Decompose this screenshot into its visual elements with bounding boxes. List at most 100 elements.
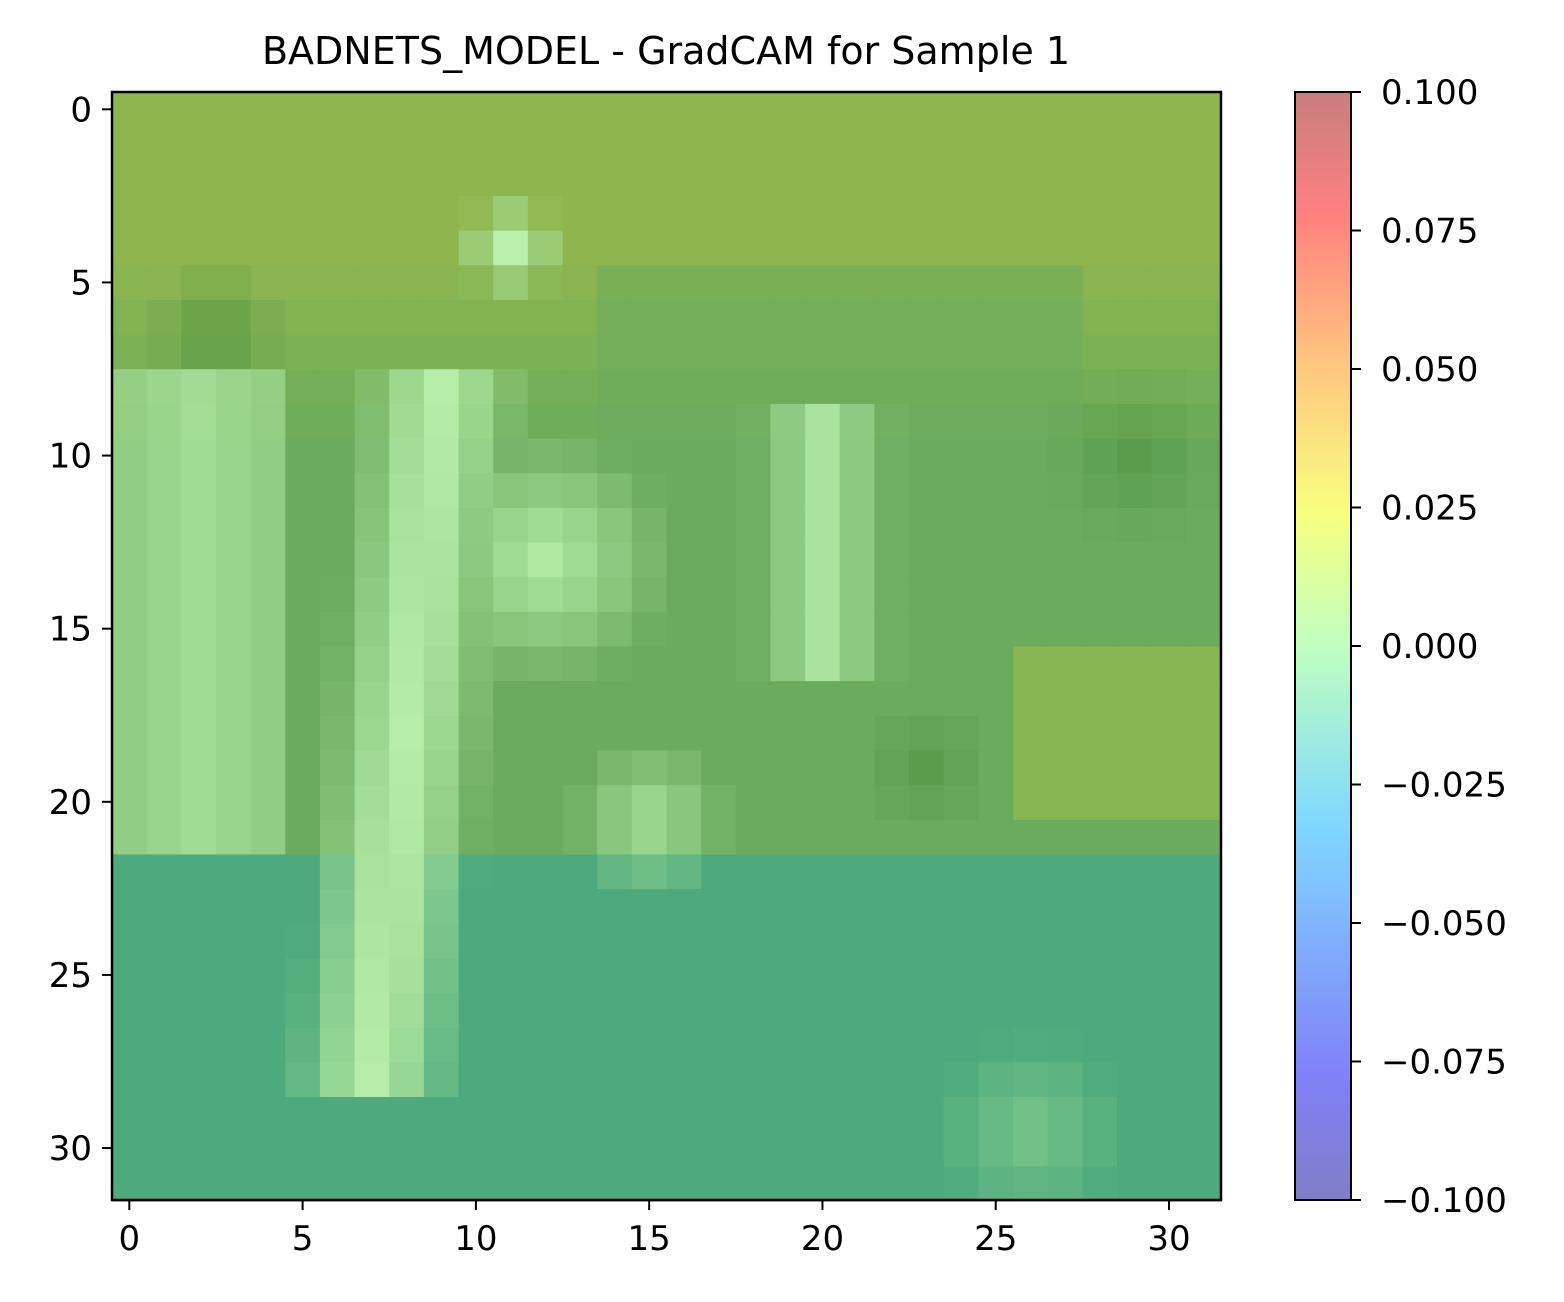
heatmap-cell [1047, 923, 1083, 960]
heatmap-cell [181, 92, 217, 128]
heatmap-cell [493, 854, 529, 890]
heatmap-cell [1117, 577, 1153, 613]
heatmap-cell [250, 473, 286, 509]
heatmap-cell [631, 1062, 668, 1098]
heatmap-cell [493, 646, 529, 682]
heatmap-cell [423, 473, 460, 509]
heatmap-cell [1047, 1027, 1083, 1063]
heatmap-cell [181, 889, 217, 925]
heatmap-cell [423, 403, 460, 440]
heatmap-cell [389, 785, 425, 821]
heatmap-cell [285, 923, 321, 960]
heatmap-cell [839, 993, 876, 1029]
heatmap-cell [112, 889, 148, 925]
heatmap-cell [631, 126, 668, 162]
heatmap-cell [389, 681, 425, 717]
heatmap-cell [1186, 889, 1222, 925]
heatmap-cell [631, 646, 668, 682]
heatmap-cell [458, 646, 494, 682]
heatmap-cell [146, 126, 182, 162]
heatmap-cell [1082, 403, 1118, 440]
heatmap-cell [215, 1097, 252, 1133]
heatmap-cell [1151, 889, 1187, 925]
heatmap-cell [1117, 750, 1153, 786]
heatmap-cell [354, 161, 390, 197]
heatmap-cell [215, 993, 252, 1029]
heatmap-cell [562, 715, 598, 752]
heatmap-cell [839, 126, 876, 162]
heatmap-cell [597, 854, 633, 890]
heatmap-cell [735, 161, 772, 197]
heatmap-cell [839, 299, 876, 336]
heatmap-cell [1117, 819, 1153, 856]
heatmap-cell [770, 646, 806, 682]
heatmap-cell [839, 750, 876, 786]
heatmap-cell [978, 265, 1014, 301]
heatmap-cell [1013, 542, 1049, 578]
heatmap-cell [978, 750, 1014, 786]
heatmap-cell [1117, 611, 1153, 648]
heatmap-cell [1082, 715, 1118, 752]
heatmap-cell [285, 889, 321, 925]
heatmap-cell [250, 126, 286, 162]
heatmap-cell [458, 611, 494, 648]
heatmap-cell [215, 577, 252, 613]
heatmap-cell [1047, 819, 1083, 856]
heatmap-cell [250, 542, 286, 578]
heatmap-cell [631, 854, 668, 890]
heatmap-cell [354, 1166, 390, 1202]
heatmap-cell [874, 819, 910, 856]
heatmap-cell [1151, 715, 1187, 752]
heatmap-cell [839, 1062, 876, 1098]
heatmap-cell [354, 1062, 390, 1098]
heatmap-cell [874, 438, 910, 474]
heatmap-cell [805, 750, 841, 786]
heatmap-cell [146, 889, 182, 925]
heatmap-cell [1082, 507, 1118, 544]
heatmap-cell [701, 1166, 737, 1202]
heatmap-cell [631, 715, 668, 752]
heatmap-cell [943, 1097, 980, 1133]
heatmap-cell [631, 681, 668, 717]
heatmap-cell [319, 715, 356, 752]
heatmap-cell [735, 403, 772, 440]
heatmap-cell [1047, 1097, 1083, 1133]
heatmap-cell [701, 1131, 737, 1167]
heatmap-cell [978, 161, 1014, 197]
heatmap-cell [354, 299, 390, 336]
heatmap-cell [285, 785, 321, 821]
heatmap-cell [701, 369, 737, 405]
heatmap-cell [285, 819, 321, 856]
heatmap-cell [1047, 473, 1083, 509]
heatmap-cell [666, 265, 702, 301]
heatmap-cell [1151, 299, 1187, 336]
heatmap-cell [527, 265, 564, 301]
heatmap-cell [1151, 542, 1187, 578]
heatmap-cell [1013, 681, 1049, 717]
heatmap-cell [943, 1166, 980, 1202]
heatmap-cell [181, 750, 217, 786]
heatmap-cell [181, 507, 217, 544]
heatmap-cell [701, 715, 737, 752]
heatmap-cell [389, 958, 425, 994]
heatmap-cell [112, 369, 148, 405]
heatmap-cell [770, 785, 806, 821]
heatmap-cell [1082, 577, 1118, 613]
heatmap-cell [666, 958, 702, 994]
heatmap-cell [285, 542, 321, 578]
heatmap-cell [1013, 1062, 1049, 1098]
heatmap-cell [978, 195, 1014, 232]
heatmap-cell [215, 750, 252, 786]
heatmap-cell [1186, 542, 1222, 578]
heatmap-cell [215, 92, 252, 128]
heatmap-cell [1013, 1097, 1049, 1133]
heatmap-cell [181, 1027, 217, 1063]
heatmap-cell [389, 334, 425, 370]
heatmap-cell [112, 507, 148, 544]
heatmap-cell [943, 819, 980, 856]
heatmap-cell [631, 334, 668, 370]
heatmap-cell [215, 473, 252, 509]
heatmap-cell [735, 785, 772, 821]
heatmap-cell [146, 230, 182, 266]
heatmap-cell [1013, 438, 1049, 474]
